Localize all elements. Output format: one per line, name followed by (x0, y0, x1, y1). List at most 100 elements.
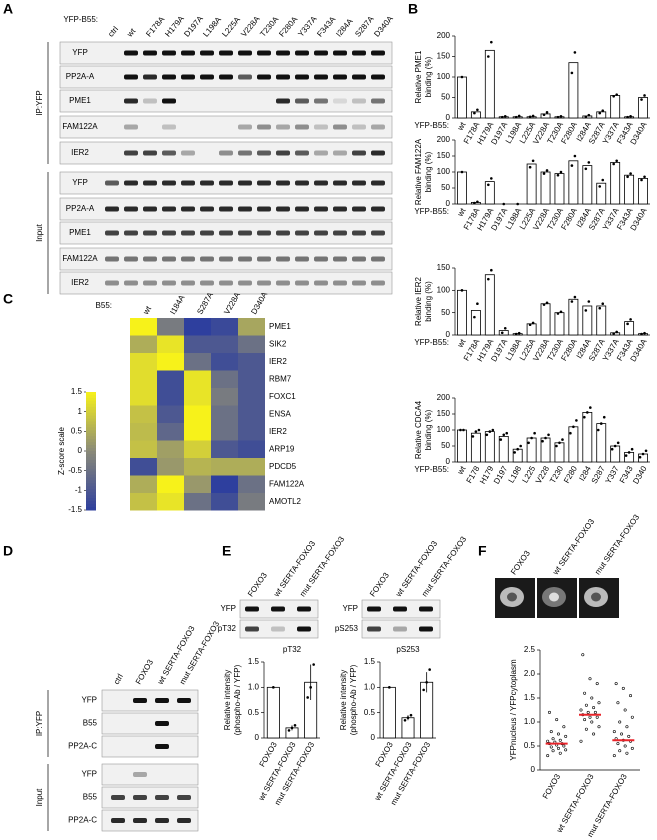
row-label: PP2A-A (66, 204, 95, 213)
y-tick-label: 0.5 (524, 741, 536, 750)
heatmap-cell (211, 388, 238, 406)
band (162, 206, 176, 212)
heatmap-cell (211, 458, 238, 476)
band (143, 230, 157, 236)
data-point (584, 309, 588, 312)
band (181, 206, 195, 212)
heatmap-cell (130, 405, 157, 423)
colorbar-step (86, 462, 96, 467)
data-point (519, 444, 522, 448)
band (162, 50, 176, 56)
data-point (547, 433, 550, 437)
bar (526, 323, 537, 336)
band (143, 150, 157, 156)
side-label: Input (35, 788, 44, 807)
row-label: ARP19 (269, 444, 295, 453)
band (143, 280, 157, 286)
band (181, 256, 195, 262)
blot (361, 619, 441, 639)
band (124, 150, 138, 156)
data-point (502, 433, 506, 437)
band (143, 206, 157, 212)
band (219, 280, 233, 286)
colorbar-tick-label: 1 (78, 407, 83, 416)
data-point (587, 300, 591, 303)
data-point (615, 159, 618, 163)
data-point (601, 302, 605, 306)
blot (101, 735, 199, 758)
data-point (551, 737, 555, 741)
band (238, 150, 252, 156)
data-point (584, 703, 588, 707)
panel-label: D (3, 543, 13, 559)
bar (554, 116, 565, 119)
data-point (595, 682, 599, 686)
band (276, 124, 290, 130)
band (333, 256, 347, 262)
colorbar-step (86, 400, 96, 405)
blot (59, 89, 393, 113)
data-point (541, 439, 544, 443)
data-point (586, 411, 589, 414)
lane-label: FOXO3 (246, 571, 269, 599)
band (238, 230, 252, 236)
band (162, 150, 176, 156)
band (257, 74, 271, 80)
bar (484, 181, 495, 205)
band (333, 50, 347, 56)
lane-label: mut SERTA-FOXO3 (593, 512, 642, 576)
data-point (500, 331, 504, 335)
data-point (505, 431, 509, 435)
data-point (643, 175, 646, 179)
band (371, 256, 385, 262)
data-point (601, 178, 605, 182)
bar (484, 431, 495, 463)
band (314, 98, 328, 104)
y-axis-label: binding (%) (424, 281, 433, 322)
bar (596, 182, 607, 205)
band (352, 124, 366, 130)
bar (624, 451, 635, 463)
blot (59, 141, 393, 165)
band (295, 124, 309, 130)
data-point (531, 159, 535, 163)
band (295, 256, 309, 262)
band (257, 280, 271, 286)
heatmap-cell (184, 335, 211, 353)
data-point (618, 749, 622, 753)
data-point (598, 111, 602, 115)
colorbar-step (86, 430, 96, 434)
data-point (598, 306, 602, 310)
band (295, 280, 309, 286)
band (295, 50, 309, 56)
band (124, 50, 138, 56)
colorbar-tick-label: -0.5 (68, 466, 82, 475)
colorbar-step (86, 468, 96, 473)
heatmap-cell (211, 493, 238, 511)
bar (582, 115, 593, 119)
heatmap-cell (130, 353, 157, 371)
band (200, 50, 214, 56)
lane-label: L198A (201, 15, 223, 39)
heatmap-cell (130, 493, 157, 511)
data-point (556, 732, 560, 736)
blot (101, 786, 199, 809)
y-tick-label: 1.5 (364, 657, 376, 666)
y-tick-label: 150 (437, 409, 451, 418)
band (371, 124, 385, 130)
band (314, 230, 328, 236)
band (333, 180, 347, 186)
blot (239, 619, 319, 639)
band (371, 98, 385, 104)
heatmap-cell (130, 388, 157, 406)
bar (470, 310, 481, 336)
row-label: IER2 (71, 278, 89, 287)
row-label: IER2 (269, 427, 287, 436)
y-tick-label: 0 (446, 457, 451, 466)
data-point (602, 415, 606, 419)
y-tick-label: 200 (437, 393, 451, 402)
data-point (545, 169, 549, 172)
column-label: I184A (168, 293, 187, 316)
data-point (542, 113, 546, 117)
lane-label: F280A (277, 14, 299, 38)
